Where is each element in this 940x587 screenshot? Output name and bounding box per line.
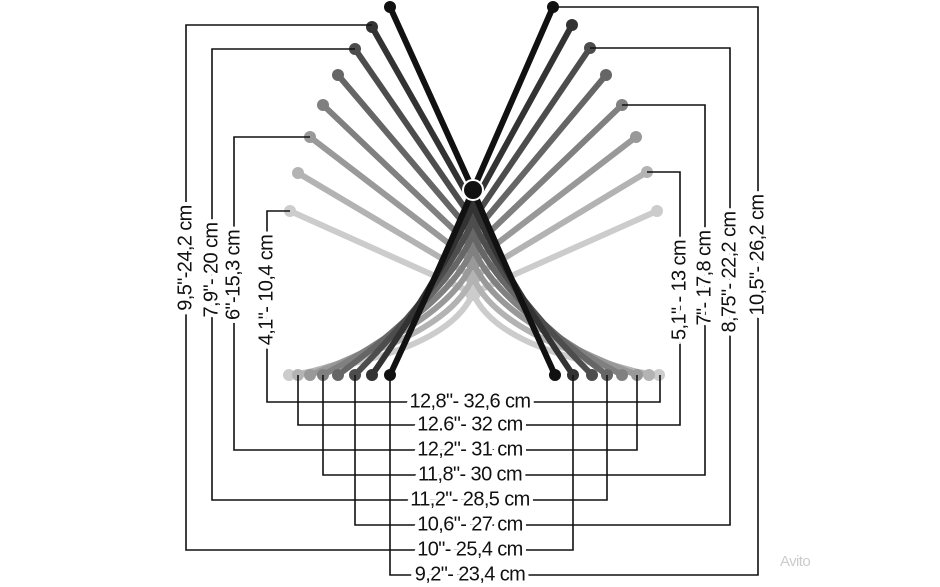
connector (647, 171, 681, 375)
connector (354, 375, 731, 526)
size-label: 4,1"- 10,4 cm (255, 235, 277, 345)
connector (553, 6, 759, 375)
handle-dot (651, 205, 663, 217)
handle-dot (283, 369, 295, 381)
handle-dot (366, 369, 378, 381)
size-label: 10,5"- 26,2 cm (746, 195, 768, 316)
scissors (283, 1, 665, 381)
handle-dot (630, 131, 642, 143)
handle-dot (332, 369, 344, 381)
handle-dot (653, 369, 665, 381)
handle-dot (317, 99, 329, 111)
handle-dot (586, 369, 598, 381)
connector (297, 375, 681, 426)
watermark: Avito (780, 553, 810, 570)
handle-dot (384, 1, 396, 13)
size-label: 7"- 17,8 cm (693, 231, 715, 326)
size-label: 5,1" - 13 cm (668, 240, 690, 340)
handle-dot (643, 369, 655, 381)
handle-dot (332, 69, 344, 81)
handle-dot (600, 69, 612, 81)
connector (322, 375, 706, 476)
connector (233, 136, 310, 375)
size-label: 6"-15,3 cm (222, 230, 244, 320)
connector (389, 375, 759, 576)
size-label: 11,2"- 28,5 cm (410, 488, 530, 510)
blade (321, 102, 625, 378)
handle-dot (304, 369, 316, 381)
size-label: 12,2"- 31 cm (417, 438, 523, 460)
connector (185, 24, 372, 375)
connector (211, 48, 355, 375)
size-label: 11,8"- 30 cm (418, 463, 522, 485)
size-label: 8,75"- 22,2 cm (718, 212, 740, 333)
blade (335, 73, 609, 378)
size-label: 10"- 25,4 cm (417, 538, 523, 560)
handle-dot (292, 167, 304, 179)
handle-dot (366, 21, 378, 33)
connector (590, 47, 731, 375)
size-label: 12.6"- 32 cm (417, 413, 523, 435)
pivot (462, 179, 484, 201)
blade (336, 73, 609, 378)
connector (266, 375, 661, 403)
connector (266, 210, 290, 375)
handle-dot (616, 369, 628, 381)
handle-dot (566, 19, 578, 31)
size-label: 10,6"- 27 cm (417, 513, 523, 535)
connector (211, 375, 608, 501)
connector (185, 375, 574, 551)
connectors (185, 6, 759, 576)
size-label: 9,2"- 23,4 cm (415, 563, 525, 585)
blade (320, 102, 624, 378)
size-label: 9,5"-24,2 cm (174, 205, 196, 311)
connector (622, 104, 706, 375)
size-label: 12,8"- 32,6 cm (410, 390, 531, 412)
handle-dot (549, 369, 561, 381)
connector (233, 375, 638, 451)
size-label: 7,9"- 20 cm (200, 223, 222, 318)
